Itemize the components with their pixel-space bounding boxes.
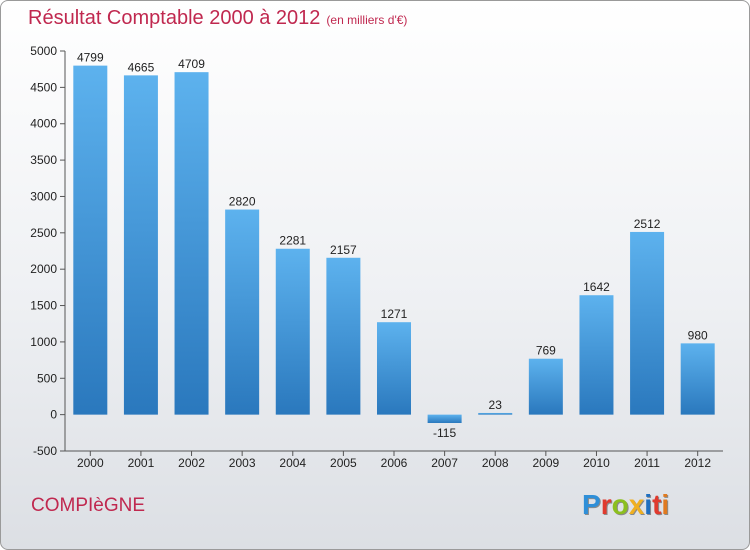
data-label: -115 (433, 426, 456, 440)
bar (680, 343, 715, 415)
bar (275, 248, 310, 415)
chart-title-text: Résultat Comptable 2000 à 2012 (28, 7, 321, 29)
x-tick-label: 2011 (634, 456, 660, 470)
bar (630, 231, 665, 415)
bar (377, 322, 411, 415)
data-label: 4709 (178, 57, 205, 71)
data-label: 2512 (634, 217, 661, 231)
x-tick-label: 2002 (178, 456, 205, 470)
city-label: COMPIèGNE (31, 495, 146, 516)
bar (123, 75, 158, 415)
chart-subtitle: (en milliers d'€) (326, 13, 408, 27)
y-tick-label: 500 (37, 371, 57, 385)
logo-letter: P (582, 489, 601, 520)
x-tick-label: 2001 (128, 456, 155, 470)
bar (478, 412, 513, 415)
logo-letter: i (644, 489, 653, 520)
logo-letter: o (611, 489, 629, 520)
x-tick-label: 2004 (279, 456, 306, 470)
data-label: 1642 (583, 280, 610, 294)
data-label: 2281 (279, 234, 306, 248)
logo-letter: i (661, 489, 670, 520)
y-tick-label: 0 (50, 408, 57, 422)
y-tick-label: -500 (33, 444, 57, 458)
data-label: 980 (688, 328, 708, 342)
bar (528, 358, 563, 415)
data-label: 2820 (229, 195, 256, 209)
y-tick-label: 5000 (30, 44, 57, 58)
chart-title: Résultat Comptable 2000 à 2012 (en millie… (28, 7, 407, 30)
data-label: 4665 (128, 60, 155, 74)
x-tick-label: 2008 (482, 456, 509, 470)
bar (73, 65, 108, 415)
data-label: 23 (489, 398, 503, 412)
logo-letter: r (600, 489, 612, 520)
x-tick-label: 2006 (381, 456, 408, 470)
data-label: 769 (536, 344, 556, 358)
y-tick-label: 2500 (30, 226, 57, 240)
data-label: 1271 (381, 307, 408, 321)
x-tick-label: 2005 (330, 456, 357, 470)
proxiti-logo: Proxiti (582, 489, 669, 521)
logo-letter: x (628, 489, 645, 520)
y-tick-label: 3000 (30, 189, 57, 203)
logo-letter: t (652, 489, 662, 520)
x-tick-label: 2007 (431, 456, 458, 470)
data-label: 2157 (330, 243, 357, 257)
bar (326, 257, 361, 415)
x-tick-label: 2003 (229, 456, 256, 470)
bar (427, 414, 462, 423)
y-tick-label: 2000 (30, 262, 57, 276)
x-tick-label: 2009 (532, 456, 559, 470)
data-label: 4799 (77, 51, 104, 65)
y-tick-label: 1000 (30, 335, 57, 349)
y-tick-label: 4500 (30, 80, 57, 94)
bar (225, 209, 260, 415)
y-tick-label: 3500 (30, 153, 57, 167)
x-tick-label: 2012 (684, 456, 711, 470)
y-tick-label: 1500 (30, 299, 57, 313)
x-tick-label: 2000 (77, 456, 104, 470)
bar (174, 72, 209, 415)
y-tick-label: 4000 (30, 117, 57, 131)
x-tick-label: 2010 (583, 456, 610, 470)
bar (579, 295, 614, 415)
